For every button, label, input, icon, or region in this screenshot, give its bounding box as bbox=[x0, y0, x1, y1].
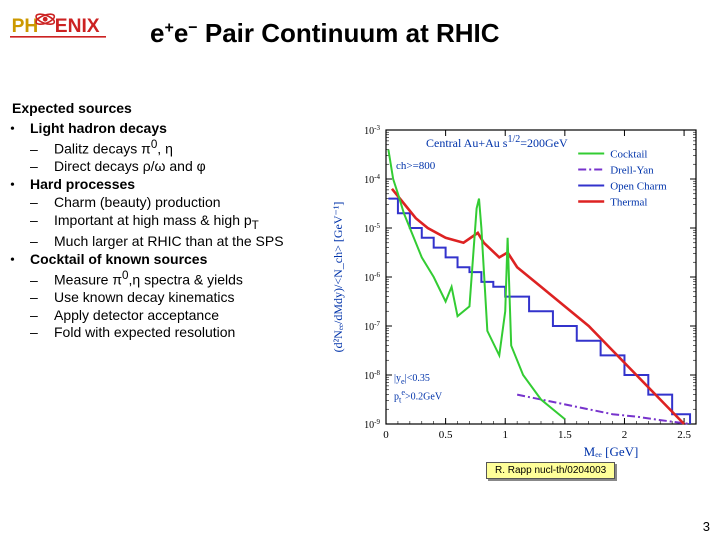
svg-text:(d²Nₑₑ/dMdy)/<N_ch> [GeV⁻¹]: (d²Nₑₑ/dMdy)/<N_ch> [GeV⁻¹] bbox=[331, 202, 345, 353]
svg-text:0: 0 bbox=[383, 429, 389, 441]
bullet-content: Expected sources •Light hadron decays–Da… bbox=[12, 100, 322, 342]
bullet-item: •Cocktail of known sources bbox=[20, 251, 322, 270]
svg-text:10-3: 10-3 bbox=[364, 124, 380, 137]
bullet-item: •Hard processes bbox=[20, 176, 322, 195]
svg-text:Cocktail: Cocktail bbox=[610, 149, 647, 161]
svg-text:10-7: 10-7 bbox=[364, 320, 380, 333]
bullet-item: –Important at high mass & high pT bbox=[42, 212, 322, 233]
svg-text:2.5: 2.5 bbox=[677, 429, 691, 441]
svg-text:PH: PH bbox=[12, 16, 39, 37]
svg-text:1: 1 bbox=[502, 429, 508, 441]
svg-text:Drell-Yan: Drell-Yan bbox=[610, 165, 654, 177]
content-heading: Expected sources bbox=[12, 100, 322, 118]
svg-text:10-4: 10-4 bbox=[364, 173, 380, 186]
svg-text:Thermal: Thermal bbox=[610, 197, 647, 209]
phenix-logo: PH ENIX bbox=[8, 8, 108, 40]
svg-text:10-8: 10-8 bbox=[364, 369, 380, 382]
svg-text:1.5: 1.5 bbox=[558, 429, 572, 441]
bullet-item: –Direct decays ρ/ω and φ bbox=[42, 158, 322, 176]
bullet-item: –Charm (beauty) production bbox=[42, 194, 322, 212]
bullet-item: –Much larger at RHIC than at the SPS bbox=[42, 233, 322, 251]
mass-spectrum-chart: 0 0.5 1 1.5 2 2.5 10-9 10-8 10-7 10-6 10-5 10-4 10-3… bbox=[328, 120, 708, 460]
svg-text:10-6: 10-6 bbox=[364, 271, 380, 284]
svg-text:10-5: 10-5 bbox=[364, 222, 380, 235]
bullet-item: •Light hadron decays bbox=[20, 120, 322, 139]
svg-text:Mₑₑ [GeV]: Mₑₑ [GeV] bbox=[584, 444, 639, 459]
bullet-item: –Fold with expected resolution bbox=[42, 324, 322, 342]
svg-text:ENIX: ENIX bbox=[55, 16, 100, 37]
svg-text:0.5: 0.5 bbox=[439, 429, 453, 441]
bullet-item: –Dalitz decays π0, η bbox=[42, 138, 322, 158]
svg-text:Open Charm: Open Charm bbox=[610, 181, 667, 193]
svg-text:2: 2 bbox=[622, 429, 628, 441]
bullet-item: –Measure π0,η spectra & yields bbox=[42, 269, 322, 289]
bullet-item: –Apply detector acceptance bbox=[42, 307, 322, 325]
slide-title: e+e− Pair Continuum at RHIC bbox=[150, 18, 500, 49]
citation-box: R. Rapp nucl-th/0204003 bbox=[486, 462, 615, 479]
slide-number: 3 bbox=[703, 519, 710, 534]
bullet-item: –Use known decay kinematics bbox=[42, 289, 322, 307]
svg-text:10-9: 10-9 bbox=[364, 418, 380, 431]
